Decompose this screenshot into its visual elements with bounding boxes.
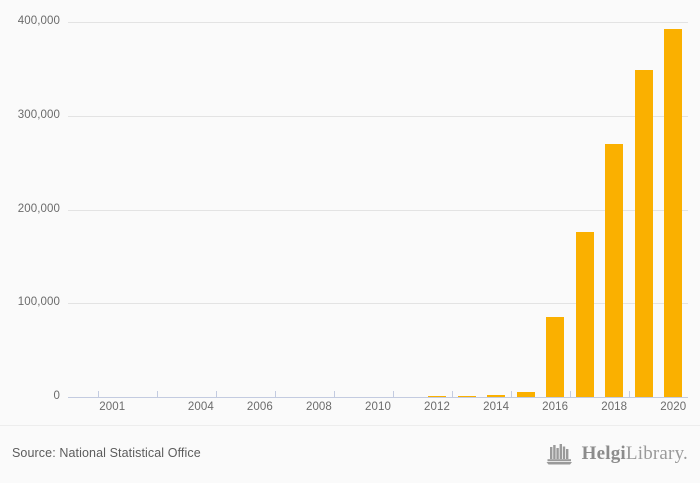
helgi-library-logo[interactable]: HelgiLibrary.	[546, 441, 688, 467]
bar[interactable]	[487, 395, 506, 397]
chart-footer: Source: National Statistical Office Helg…	[0, 425, 700, 483]
x-axis-tick	[451, 391, 453, 398]
x-axis-tick	[510, 391, 512, 398]
bar[interactable]	[546, 317, 565, 397]
x-axis-tick-label: 2016	[542, 401, 569, 413]
library-books-icon	[546, 444, 572, 465]
x-axis-tick-label: 2004	[187, 401, 214, 413]
gridline	[68, 115, 688, 117]
bar[interactable]	[575, 231, 594, 397]
x-axis-tick	[274, 391, 276, 398]
gridline	[68, 209, 688, 211]
logo-word-helgi: Helgi	[581, 443, 626, 464]
plot-wrapper: 0 100,000 200,000 300,000 400,000 2001 2004 20…	[0, 15, 688, 413]
y-axis-tick-label: 100,000	[17, 296, 60, 309]
x-axis-tick-label: 2020	[660, 401, 687, 413]
bars-layer	[68, 22, 688, 397]
x-axis-tick	[392, 391, 394, 398]
x-axis-tick	[628, 391, 630, 398]
y-axis-tick-label: 0	[53, 390, 60, 402]
y-axis-tick-label: 200,000	[17, 202, 60, 215]
logo-word-suffix: .	[683, 443, 688, 464]
footer-divider	[0, 425, 700, 426]
x-axis-tick-label: 2001	[99, 401, 126, 413]
y-axis-tick-labels: 0 100,000 200,000 300,000 400,000	[0, 15, 60, 402]
y-axis-tick-label: 300,000	[17, 108, 60, 121]
x-axis-tick	[569, 391, 571, 398]
x-axis-tick-label: 2008	[305, 401, 332, 413]
bar[interactable]	[457, 395, 476, 397]
logo-wordmark: HelgiLibrary.	[582, 444, 688, 464]
x-axis-tick-label: 2012	[424, 401, 451, 413]
y-axis-tick-label: 400,000	[17, 15, 60, 27]
bar[interactable]	[664, 28, 683, 397]
x-axis-tick	[215, 391, 217, 398]
bar[interactable]	[605, 144, 624, 397]
bar[interactable]	[428, 395, 447, 397]
x-axis-tick	[97, 391, 99, 398]
x-axis-tick-label: 2006	[246, 401, 273, 413]
x-axis-line	[68, 397, 688, 398]
gridline	[68, 22, 688, 23]
gridlines-layer	[68, 22, 688, 397]
x-axis-tick	[156, 391, 158, 398]
bar[interactable]	[634, 70, 653, 397]
source-note: Source: National Statistical Office	[12, 446, 201, 460]
logo-word-library: Library	[625, 443, 684, 464]
x-axis-tick-label: 2014	[483, 401, 510, 413]
x-axis-tick-label: 2018	[601, 401, 628, 413]
x-axis-tick-label: 2010	[365, 401, 391, 413]
x-axis-tick	[333, 391, 335, 398]
bar[interactable]	[516, 392, 535, 397]
gridline	[68, 303, 688, 305]
